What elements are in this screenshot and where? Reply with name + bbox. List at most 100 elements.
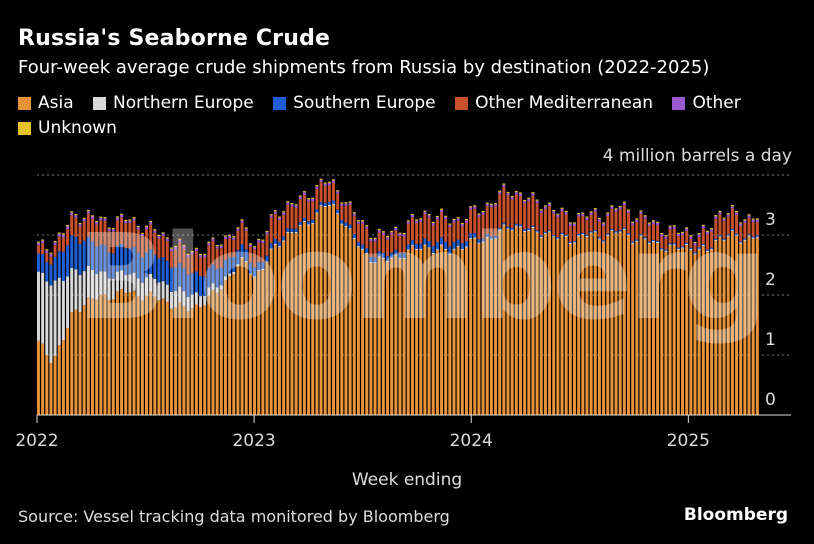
bar-segment-northern-europe [49,285,53,364]
bar-segment-unknown [427,214,431,216]
bar-segment-other-med [485,206,489,235]
bar-segment-northern-europe [74,269,78,310]
bar-segment-asia [398,259,402,415]
bar-segment-northern-europe [689,249,693,251]
bar-segment-asia [369,262,373,415]
bar-segment-southern-europe [70,235,74,268]
bar-segment-other-med [755,221,759,236]
bar-segment-other-med [614,211,618,232]
bar-segment-northern-europe [265,261,269,263]
bar-segment-asia [336,214,340,415]
bar-segment-other [697,234,701,237]
bar-segment-other [132,218,136,221]
bar-segment-asia [614,233,618,415]
bar-segment-northern-europe [730,230,734,232]
bar-segment-southern-europe [614,231,618,233]
bar-segment-other-med [140,236,144,258]
bar-segment-asia [506,229,510,415]
bar-segment-northern-europe [681,247,685,249]
bar-segment-southern-europe [66,245,70,277]
bar-segment-asia [452,249,456,415]
bar-segment-unknown [178,238,182,240]
bar-segment-asia [199,307,203,415]
bar-segment-northern-europe [498,229,502,231]
bar-segment-other [705,231,709,235]
bar-segment-unknown [70,211,74,213]
bar-segment-asia [527,231,531,415]
bar-segment-asia [257,271,261,415]
bar-segment-unknown [647,222,651,224]
bar-segment-southern-europe [282,236,286,241]
bar-segment-other-med [74,218,78,238]
bar-segment-southern-europe [240,244,244,258]
bar-segment-other-med [95,224,99,247]
bar-segment-unknown [527,197,531,199]
bar-segment-southern-europe [610,228,614,231]
bar-segment-unknown [730,204,734,207]
bar-segment-northern-europe [394,254,398,256]
bar-segment-northern-europe [755,236,759,238]
bar-segment-unknown [410,213,414,216]
bar-segment-northern-europe [452,248,456,250]
bar-segment-other [140,234,144,237]
bar-segment-unknown [568,222,572,224]
bar-segment-other-med [581,216,585,233]
bar-segment-southern-europe [743,238,747,240]
bar-segment-unknown [302,191,306,193]
bar-segment-other-med [240,222,244,245]
bar-segment-unknown [145,225,148,227]
bar-segment-southern-europe [394,249,398,255]
bar-segment-northern-europe [440,244,444,246]
bar-segment-unknown [498,190,502,192]
bar-segment-other-med [223,239,227,260]
bar-segment-southern-europe [157,258,161,283]
bar-segment-other-med [585,220,589,235]
bar-segment-unknown [86,210,90,212]
bar-segment-other [755,219,759,222]
bar-segment-northern-europe [348,228,352,230]
bar-segment-other [61,234,65,238]
bar-segment-southern-europe [78,243,82,276]
bar-segment-asia [45,355,49,415]
bar-segment-other-med [398,236,402,254]
bar-segment-other-med [120,217,124,244]
bar-segment-unknown [323,182,327,184]
bar-segment-other-med [203,257,207,277]
bar-segment-other [115,217,119,220]
bar-segment-northern-europe [273,243,277,246]
bar-segment-unknown [124,219,128,222]
bar-segment-other [157,236,161,239]
bar-segment-other-med [82,221,86,241]
bar-segment-asia [514,226,518,415]
bar-segment-other [128,220,132,224]
bar-segment-other [377,230,381,233]
bar-segment-asia [327,206,331,415]
bar-segment-asia [656,243,660,415]
bar-segment-northern-europe [157,282,161,301]
bar-segment-other-med [743,222,747,239]
bar-segment-other [676,234,680,237]
bar-segment-southern-europe [531,225,535,227]
bar-segment-other [431,223,435,226]
bar-segment-southern-europe [120,243,124,271]
bar-segment-southern-europe [730,228,734,231]
bar-segment-asia [149,291,153,415]
bar-segment-unknown [423,210,427,212]
bar-segment-southern-europe [273,239,277,244]
bar-segment-southern-europe [278,241,281,247]
bar-segment-southern-europe [643,237,647,239]
bar-segment-northern-europe [415,248,419,251]
bar-segment-other-med [473,208,477,234]
bar-segment-other-med [169,251,173,268]
bar-segment-northern-europe [402,257,406,259]
bar-segment-asia [477,243,481,415]
bar-segment-unknown [165,237,169,239]
bar-segment-northern-europe [257,269,261,272]
bar-segment-other-med [643,218,647,238]
bar-segment-southern-europe [336,209,340,214]
bar-segment-other-med [656,225,660,241]
bar-segment-unknown [53,240,57,243]
bar-segment-other-med [298,199,302,222]
bar-segment-unknown [269,214,273,216]
bar-segment-other-med [635,222,639,240]
